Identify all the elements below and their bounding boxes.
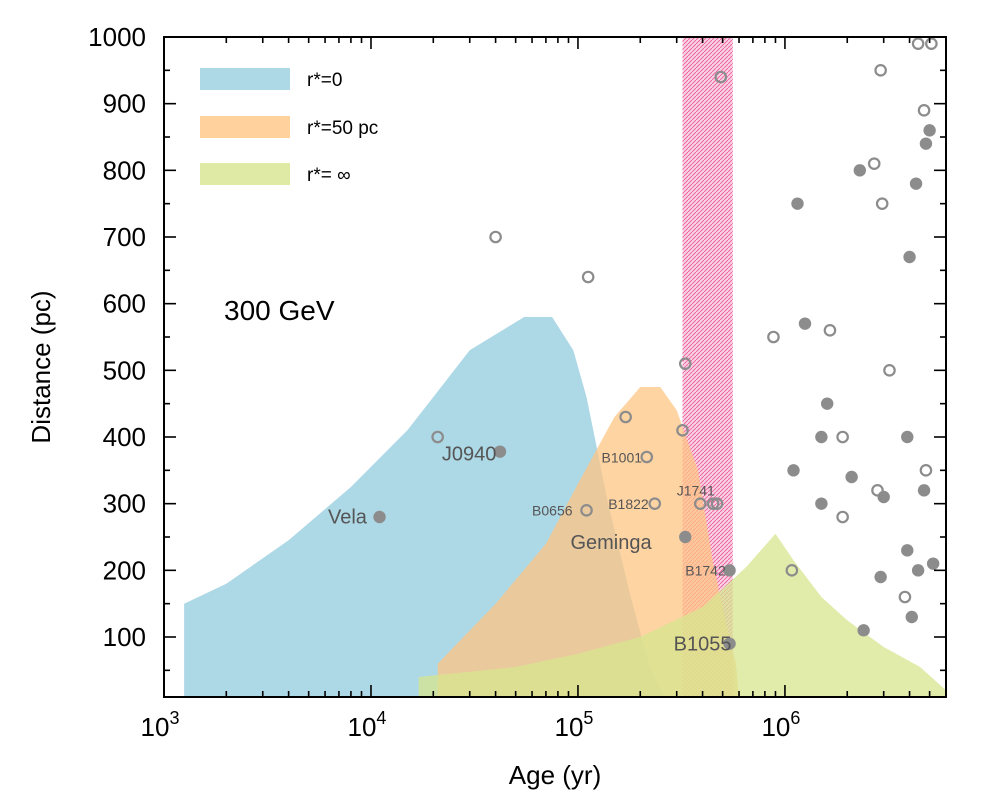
energy-annotation: 300 GeV — [224, 295, 335, 326]
filled-point — [877, 490, 890, 504]
legend: r*=0 r*=50 pc r*= ∞ — [200, 68, 378, 186]
y-tick-label: 300 — [103, 489, 146, 519]
open-point — [836, 510, 849, 524]
filled-point — [901, 430, 914, 444]
plot-frame — [163, 36, 947, 698]
area-rinf — [418, 533, 946, 697]
open-point — [875, 197, 889, 210]
x-axis-title: Age (yr) — [509, 760, 601, 790]
filled-point — [845, 470, 858, 484]
source-label: B1001 — [602, 449, 643, 465]
open-point — [767, 330, 780, 344]
open-point — [581, 270, 595, 284]
y-tick-label: 900 — [103, 89, 146, 119]
filled-point — [926, 557, 940, 570]
source-label: J0940 — [442, 443, 497, 465]
open-point — [693, 497, 707, 510]
open-point — [785, 564, 799, 577]
filled-point — [874, 570, 887, 584]
x-tick-label: 104 — [348, 708, 387, 742]
y-tick-label: 200 — [103, 555, 146, 585]
source-label: B1742 — [685, 563, 726, 579]
y-tick-label: 800 — [103, 155, 146, 185]
open-point — [925, 37, 938, 50]
plot-area: Vela J0940 B1001 J1741 B1822 B0656 Geminga B174… — [184, 37, 946, 697]
filled-point — [787, 464, 800, 477]
open-point — [640, 450, 654, 464]
y-tick-label: 700 — [103, 222, 146, 252]
open-point — [874, 64, 887, 77]
y-axis-title: Distance (pc) — [26, 290, 56, 443]
filled-point — [373, 510, 386, 524]
open-point — [489, 230, 502, 244]
source-label: B0656 — [532, 503, 573, 519]
y-tick-label: 600 — [103, 289, 146, 319]
legend-swatch-rinf — [200, 163, 290, 185]
filled-point — [901, 544, 914, 557]
axes: 103 104 105 106 100 200 300 400 500 600 700 800 900 1… — [88, 22, 947, 742]
y-tick-label: 500 — [103, 355, 146, 385]
filled-point — [815, 497, 828, 510]
source-label: B1822 — [608, 496, 649, 512]
filled-point — [919, 137, 933, 150]
filled-point — [820, 397, 834, 410]
legend-label-r0: r*=0 — [307, 70, 342, 91]
legend-label-rinf: r*= ∞ — [307, 165, 351, 186]
open-point — [871, 484, 884, 497]
open-point — [823, 324, 837, 337]
filled-point — [923, 124, 936, 137]
source-label: J1741 — [677, 483, 715, 499]
source-label: Geminga — [570, 532, 652, 554]
filled-point — [791, 197, 804, 210]
x-tick-label: 105 — [554, 708, 593, 742]
open-point — [883, 364, 896, 377]
open-point — [706, 497, 720, 510]
open-point — [678, 357, 692, 370]
filled-point — [679, 530, 692, 544]
y-tick-label: 100 — [103, 622, 146, 652]
filled-point — [905, 610, 918, 624]
x-tick-label: 106 — [761, 708, 800, 742]
open-point — [867, 157, 881, 170]
open-point — [676, 424, 689, 437]
filled-point — [493, 445, 507, 458]
open-point — [917, 104, 931, 117]
y-tick-label: 1000 — [88, 22, 146, 52]
filled-point — [909, 177, 923, 190]
legend-swatch-r50 — [200, 116, 290, 138]
open-point — [619, 410, 632, 424]
source-label: Vela — [328, 507, 368, 529]
filled-point — [917, 484, 931, 497]
legend-swatch-r0 — [200, 68, 290, 90]
filled-point — [815, 430, 828, 444]
filled-point — [903, 250, 916, 264]
area-r50 — [437, 387, 739, 697]
open-point — [648, 497, 662, 510]
legend-label-r50: r*=50 pc — [307, 118, 378, 139]
open-point — [714, 70, 728, 84]
open-point — [710, 497, 724, 510]
open-point — [431, 430, 444, 444]
x-tick-label: 103 — [141, 708, 180, 742]
filled-point — [723, 637, 736, 650]
y-tick-label: 400 — [103, 422, 146, 452]
filled-point — [853, 164, 867, 177]
filled-point — [723, 564, 736, 577]
filled-point — [911, 564, 925, 577]
open-point — [911, 37, 925, 50]
filled-point — [798, 317, 812, 330]
open-point — [580, 504, 593, 517]
source-label: B1055 — [674, 633, 732, 655]
open-point — [898, 590, 912, 604]
open-point — [836, 430, 849, 444]
filled-point — [857, 624, 870, 637]
open-point — [919, 464, 933, 477]
